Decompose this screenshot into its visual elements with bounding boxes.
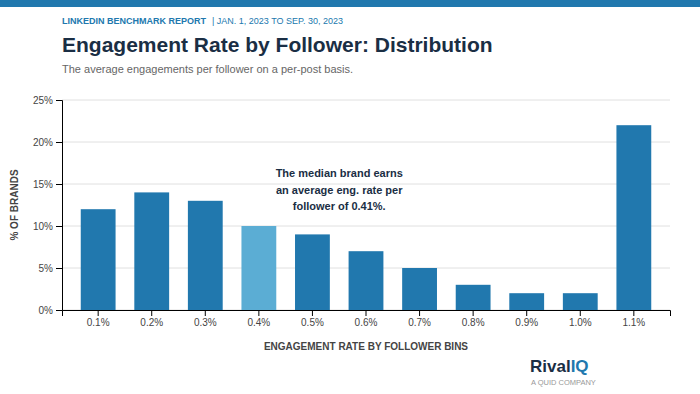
bars — [81, 125, 652, 310]
x-tick-mark — [98, 310, 99, 316]
x-tick-label: 0.7% — [408, 317, 431, 328]
logo-iq: IQ — [571, 357, 589, 376]
logo-subtitle: A QUID COMPANY — [531, 378, 596, 387]
x-tick-mark — [580, 310, 581, 316]
annotation: The median brand earns an average eng. ra… — [276, 167, 404, 212]
x-tick: 0.7% — [408, 310, 431, 328]
x-tick-mark — [205, 310, 206, 316]
annotation-line: follower of 0.41%. — [293, 200, 386, 212]
x-tick: 0.1% — [87, 310, 110, 328]
x-tick-label: 0.6% — [355, 317, 378, 328]
y-axis: 0% 5% 10% 15% 20% 25% — [33, 95, 63, 316]
chart: LINKEDIN BENCHMARK REPORT | JAN. 1, 2023 … — [0, 0, 700, 394]
header-label: LINKEDIN BENCHMARK REPORT — [62, 16, 207, 26]
y-tick-label: 10% — [33, 221, 53, 232]
y-tick-mark — [56, 310, 62, 311]
x-tick-mark — [312, 310, 313, 316]
x-tick-label: 1.1% — [622, 317, 645, 328]
y-tick-mark — [56, 268, 62, 269]
grid-line — [62, 142, 670, 143]
x-axis: 0.1% 0.2% 0.3% 0.4% 0.5% 0.6% 0.7% 0.8% 0.9% 1.0%… — [63, 310, 671, 328]
y-tick-mark — [56, 142, 62, 143]
x-tick-mark — [473, 310, 474, 316]
y-tick-mark — [56, 184, 62, 185]
x-tick-mark — [419, 310, 420, 316]
y-tick: 10% — [33, 221, 62, 232]
bar — [295, 234, 330, 310]
y-tick-mark — [56, 226, 62, 227]
bar — [563, 293, 598, 310]
y-axis-title: % OF BRANDS — [9, 169, 20, 240]
x-tick-mark — [366, 310, 367, 316]
x-tick-label: 0.3% — [194, 317, 217, 328]
annotation-line: an average eng. rate per — [276, 184, 403, 196]
x-tick-mark — [258, 310, 259, 316]
x-tick-label: 0.8% — [462, 317, 485, 328]
x-tick-label: 0.2% — [140, 317, 163, 328]
title: Engagement Rate by Follower: Distributio… — [62, 33, 493, 56]
x-tick: 0.8% — [462, 310, 485, 328]
y-tick: 5% — [39, 263, 62, 274]
bar — [81, 209, 116, 310]
bar — [402, 268, 437, 310]
x-tick: 0.6% — [355, 310, 378, 328]
x-tick-mark — [526, 310, 527, 316]
x-tick-label: 1.0% — [569, 317, 592, 328]
x-tick: 1.1% — [622, 310, 645, 328]
y-tick-label: 0% — [39, 305, 54, 316]
y-tick-mark — [56, 100, 62, 101]
x-tick-label: 0.1% — [87, 317, 110, 328]
x-tick: 1.0% — [569, 310, 592, 328]
y-tick: 0% — [39, 305, 62, 316]
x-tick: 0.4% — [247, 310, 270, 328]
top-accent-bar — [0, 0, 700, 7]
y-tick-label: 5% — [39, 263, 54, 274]
bar — [509, 293, 544, 310]
plot: 0% 5% 10% 15% 20% 25% 0.1% 0.2% 0.3% 0.4% 0.5% 0.6%… — [33, 95, 671, 328]
bar — [241, 226, 276, 310]
header: LINKEDIN BENCHMARK REPORT | JAN. 1, 2023 … — [62, 16, 343, 26]
y-axis-line — [56, 101, 63, 311]
x-axis-line — [63, 311, 671, 317]
x-tick: 0.5% — [301, 310, 324, 328]
logo-rival: Rival — [530, 357, 571, 376]
y-tick: 25% — [33, 95, 62, 106]
x-axis-title: ENGAGEMENT RATE BY FOLLOWER BINS — [264, 341, 468, 352]
grid — [62, 100, 670, 310]
x-tick-label: 0.9% — [515, 317, 538, 328]
x-tick-mark — [633, 310, 634, 316]
x-tick: 0.2% — [140, 310, 163, 328]
logo: RivalIQ — [530, 357, 589, 376]
annotation-line: The median brand earns — [276, 167, 403, 179]
y-tick-label: 25% — [33, 95, 53, 106]
x-tick-label: 0.4% — [247, 317, 270, 328]
bar — [616, 125, 651, 310]
bar — [134, 192, 169, 310]
grid-line — [62, 100, 670, 101]
header-date: | JAN. 1, 2023 TO SEP. 30, 2023 — [212, 16, 343, 26]
x-tick-mark — [151, 310, 152, 316]
y-tick-label: 15% — [33, 179, 53, 190]
bar — [456, 285, 491, 310]
x-tick: 0.9% — [515, 310, 538, 328]
x-tick: 0.3% — [194, 310, 217, 328]
x-tick-label: 0.5% — [301, 317, 324, 328]
y-tick: 15% — [33, 179, 62, 190]
y-tick: 20% — [33, 137, 62, 148]
bar — [349, 251, 384, 310]
y-tick-label: 20% — [33, 137, 53, 148]
subtitle: The average engagements per follower on … — [62, 63, 353, 75]
bar — [188, 201, 223, 310]
